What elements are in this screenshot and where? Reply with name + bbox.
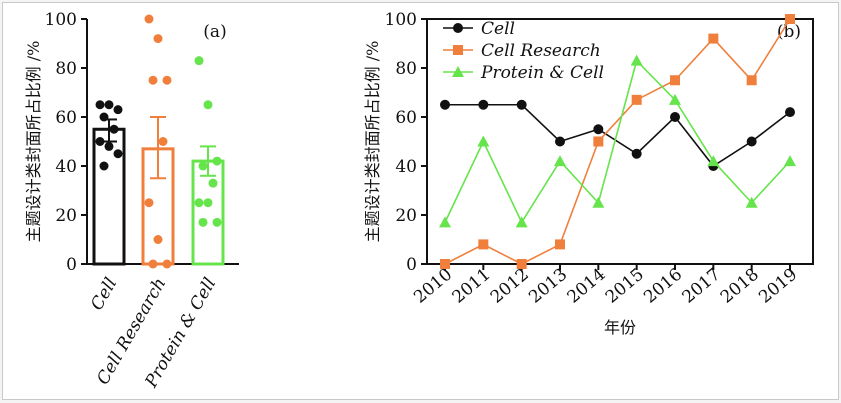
data-point-0 [95, 100, 105, 110]
y-tick-label-b: 100 [385, 10, 417, 30]
panel-label-b: (b) [777, 22, 801, 42]
x-tick-label-b: 2018 [717, 265, 763, 308]
series-point-2 [745, 196, 758, 208]
y-tick-label-a: 0 [66, 255, 77, 275]
series-point-1 [631, 94, 642, 105]
data-point-1 [148, 259, 158, 269]
y-tick-label-b: 20 [395, 206, 417, 226]
panel-b: 0 20 40 60 80 100 2010201120122013201420152016… [363, 10, 814, 337]
series-point-1 [555, 239, 565, 250]
series-point-0 [785, 107, 795, 118]
data-point-0 [109, 124, 119, 134]
data-point-2 [212, 217, 222, 227]
series-point-2 [554, 155, 566, 167]
data-point-2 [203, 198, 213, 208]
x-tick-label-b: 2010 [410, 265, 456, 308]
data-point-1 [162, 75, 172, 85]
series-point-1 [746, 75, 757, 86]
legend-marker-1 [453, 45, 463, 55]
data-point-0 [99, 161, 109, 171]
data-point-2 [194, 198, 204, 208]
series-point-1 [440, 259, 450, 269]
series-point-0 [478, 99, 489, 110]
series-line-1 [444, 18, 791, 265]
y-tick-label-a: 80 [55, 59, 77, 79]
series-point-2 [784, 155, 796, 167]
x-tick-label-b: 2014 [564, 265, 610, 308]
y-axis-title-a: 主题设计类封面所占比例 /% [24, 41, 43, 243]
series-line-0 [445, 103, 791, 168]
series-point-1 [670, 75, 680, 86]
series-point-0 [670, 112, 680, 122]
x-tick-label-b: 2016 [640, 265, 686, 308]
data-point-0 [113, 149, 123, 159]
y-tick-label-b: 80 [395, 59, 417, 79]
series-point-2 [592, 196, 605, 208]
data-point-2 [194, 56, 204, 66]
y-tick-label-a: 60 [55, 108, 77, 128]
y-axis-title-b: 主题设计类封面所占比例 /% [363, 41, 382, 243]
series-point-0 [593, 124, 604, 135]
data-point-0 [104, 141, 114, 151]
series-point-0 [516, 99, 527, 110]
series-point-1 [516, 259, 527, 269]
data-point-1 [153, 235, 163, 244]
series-point-2 [707, 155, 720, 167]
data-point-2 [212, 156, 222, 166]
series-point-1 [708, 33, 719, 44]
data-point-1 [153, 34, 163, 44]
x-tick-label-b: 2012 [487, 265, 533, 308]
x-tick-label-b: 2015 [602, 265, 648, 308]
data-point-1 [162, 259, 172, 269]
series-point-1 [478, 239, 489, 250]
x-tick-label-b: 2019 [755, 265, 801, 308]
x-tick-label-b: 2011 [449, 265, 495, 308]
y-tick-label-a: 100 [45, 10, 77, 30]
data-point-2 [198, 217, 208, 227]
panel-label-a: (a) [203, 22, 226, 42]
y-tick-label-a: 20 [55, 206, 77, 226]
legend-label-2: Protein & Cell [480, 63, 604, 83]
data-point-0 [99, 112, 109, 122]
data-point-0 [95, 137, 105, 146]
series-point-0 [746, 136, 757, 147]
legend-marker-2 [452, 66, 464, 77]
series-line-2 [444, 59, 791, 225]
series-point-2 [439, 216, 451, 228]
series-point-2 [630, 54, 643, 66]
y-tick-label-b: 40 [395, 157, 417, 177]
category-label-0: Cell [87, 275, 121, 314]
legend-label-0: Cell [481, 19, 515, 39]
x-tick-label-b: 2017 [679, 265, 725, 308]
data-point-0 [113, 105, 123, 115]
x-axis-title-b: 年份 [604, 318, 636, 337]
y-tick-label-b: 60 [395, 108, 417, 128]
data-point-1 [144, 14, 154, 24]
series-point-1 [785, 14, 795, 24]
data-point-1 [144, 198, 154, 208]
series-point-0 [440, 99, 450, 110]
series-point-2 [669, 93, 681, 105]
data-point-1 [158, 137, 168, 146]
data-point-0 [104, 100, 114, 110]
series-point-2 [477, 135, 490, 147]
legend-marker-0 [453, 23, 463, 33]
series-point-2 [515, 216, 528, 228]
y-tick-label-a: 40 [55, 157, 77, 177]
series-point-0 [555, 136, 565, 147]
x-tick-label-b: 2013 [525, 265, 571, 308]
series-point-0 [631, 148, 642, 159]
plot-frame-b [426, 18, 814, 265]
series-point-1 [593, 136, 604, 147]
data-point-2 [208, 178, 218, 188]
data-point-1 [148, 75, 158, 85]
legend-label-1: Cell Research [481, 41, 601, 61]
data-point-2 [198, 161, 208, 171]
y-tick-label-b: 0 [406, 255, 417, 275]
data-point-2 [203, 100, 213, 110]
